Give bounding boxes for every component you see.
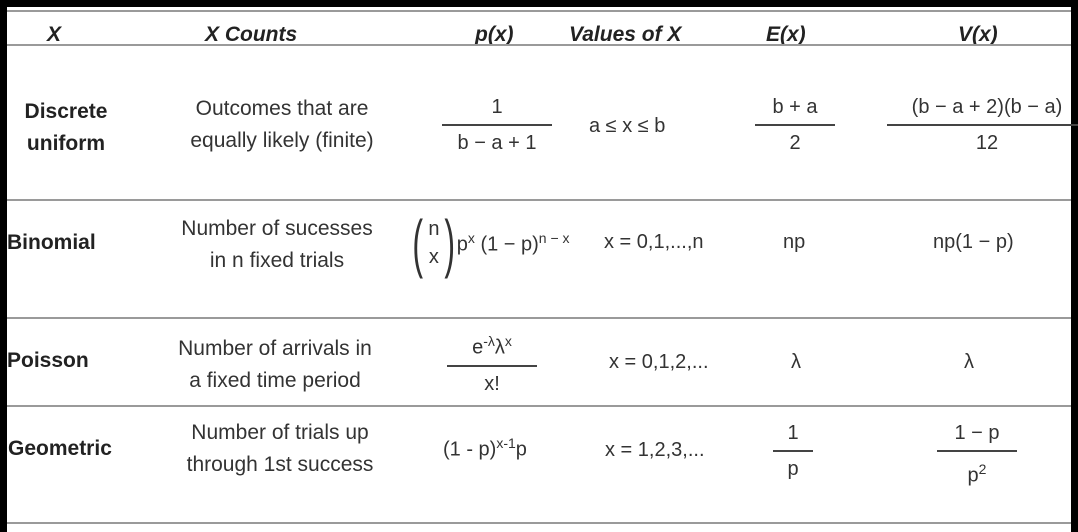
values-discrete-uniform: a ≤ x ≤ b (589, 115, 666, 137)
distribution-table: X X Counts p(x) Values of X E(x) V(x) Di… (7, 7, 1078, 532)
px-discrete-uniform: 1 b − a + 1 (442, 93, 552, 157)
row-counts-discrete-uniform: Outcomes that are equally likely (finite… (190, 97, 374, 152)
px-binomial: ( n x ) px (1 − p)n − x (412, 207, 570, 279)
px-poisson: e-λλx x! (447, 327, 537, 398)
ex-binomial: np (783, 231, 806, 253)
px-geometric: (1 - p)x-1p (443, 435, 527, 461)
header-values-of-x: Values of X (569, 23, 682, 46)
vx-binomial: np(1 − p) (933, 231, 1014, 253)
ex-geometric: 1 p (773, 419, 813, 483)
vx-discrete-uniform: (b − a + 2)(b − a) 12 (887, 93, 1078, 157)
row-rule-3 (7, 405, 1071, 407)
header-px: p(x) (475, 23, 514, 46)
row-rule-2 (7, 317, 1071, 319)
values-poisson: x = 0,1,2,... (609, 351, 709, 373)
row-counts-poisson: Number of arrivals in a fixed time perio… (178, 337, 372, 392)
table-bottom-rule (7, 522, 1071, 524)
values-geometric: x = 1,2,3,... (605, 439, 705, 461)
row-rule-1 (7, 199, 1071, 201)
vx-poisson: λ (964, 351, 974, 373)
ex-poisson: λ (791, 351, 801, 373)
values-binomial: x = 0,1,...,n (604, 231, 704, 253)
header-ex: E(x) (766, 23, 806, 46)
row-name-discrete-uniform: Discrete uniform (24, 100, 108, 155)
row-name-poisson: Poisson (7, 349, 89, 372)
vx-geometric: 1 − p p2 (937, 419, 1017, 490)
row-counts-binomial: Number of sucesses in n fixed trials (181, 217, 373, 272)
header-x-counts: X Counts (205, 23, 298, 46)
ex-discrete-uniform: b + a 2 (755, 93, 835, 157)
header-vx: V(x) (958, 23, 998, 46)
table-top-rule (7, 10, 1071, 12)
row-name-binomial: Binomial (7, 231, 96, 254)
header-rule (7, 44, 1071, 46)
row-counts-geometric: Number of trials up through 1st success (186, 421, 374, 476)
row-name-geometric: Geometric (8, 437, 112, 460)
header-x: X (47, 23, 62, 46)
